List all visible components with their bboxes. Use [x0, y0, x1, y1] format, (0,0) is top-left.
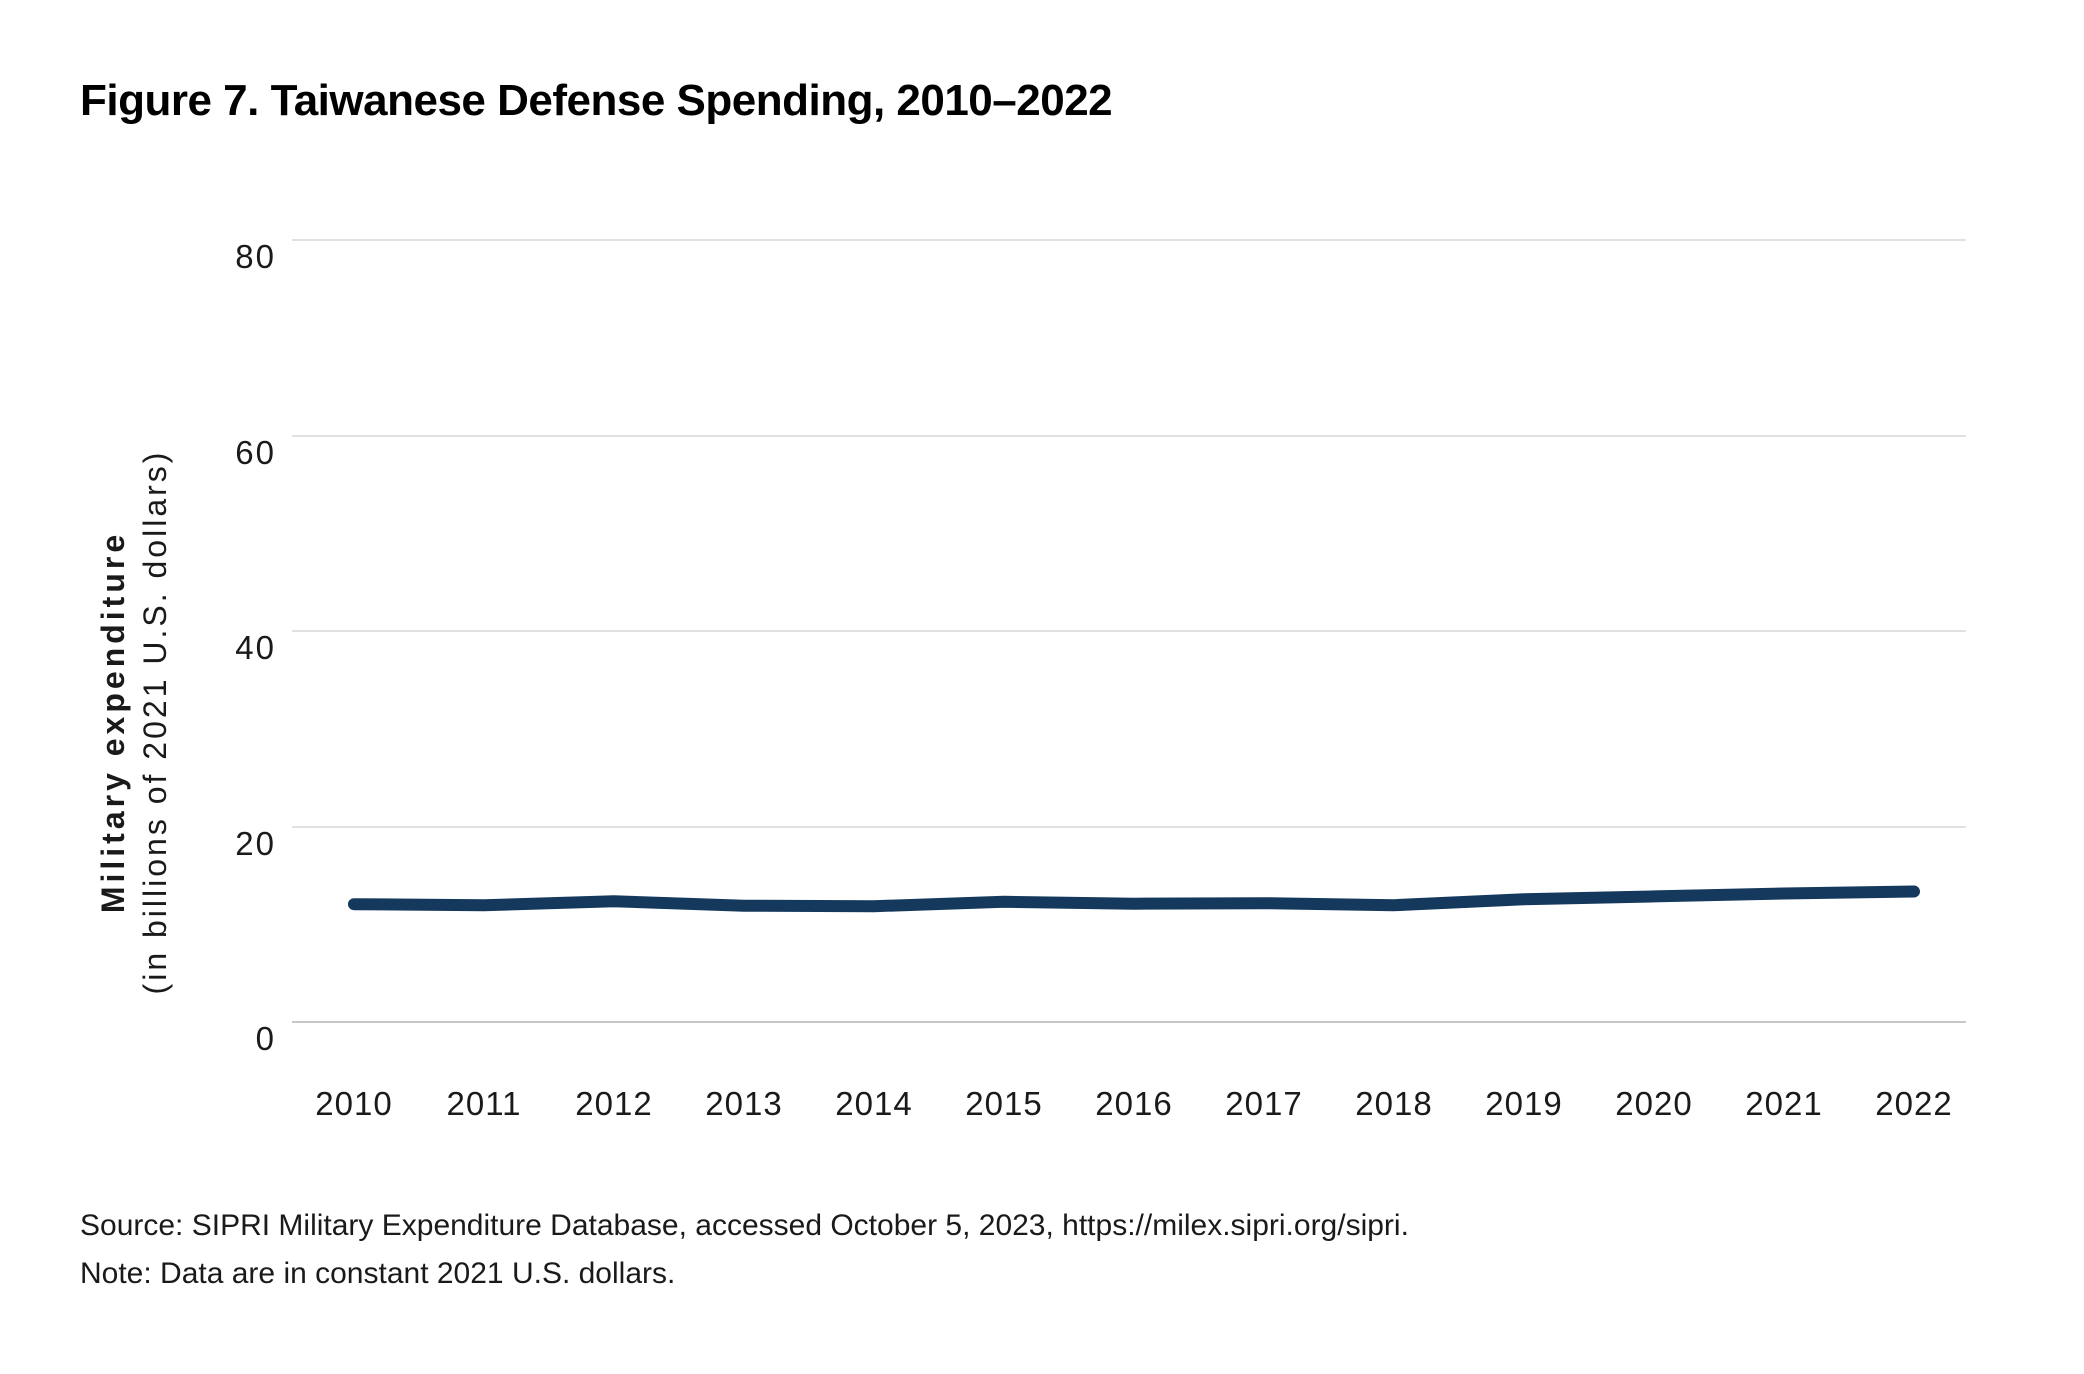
y-tick-label-20: 20 [235, 824, 276, 862]
x-tick-label-2012: 2012 [575, 1085, 653, 1122]
x-tick-label-2015: 2015 [965, 1085, 1043, 1122]
x-tick-label-2017: 2017 [1225, 1085, 1303, 1122]
figure-footer: Source: SIPRI Military Expenditure Datab… [80, 1202, 1409, 1298]
spending-line-svg [348, 885, 1920, 913]
y-axis-title-sub: (in billions of 2021 U.S. dollars) [137, 449, 173, 995]
y-tick-label-40: 40 [235, 629, 276, 666]
gridline-40 [292, 630, 1966, 632]
x-tick-label-2020: 2020 [1615, 1085, 1693, 1122]
y-axis-title-main: Military expenditure [95, 530, 131, 914]
x-axis-baseline [292, 1021, 1966, 1023]
figure-title: Figure 7. Taiwanese Defense Spending, 20… [80, 76, 1113, 125]
y-axis-title: Military expenditure (in billions of 202… [92, 450, 176, 995]
source-text: Source: SIPRI Military Expenditure Datab… [80, 1209, 1409, 1242]
x-tick-label-2022: 2022 [1875, 1085, 1953, 1122]
x-tick-label-2011: 2011 [446, 1085, 522, 1122]
x-tick-label-2021: 2021 [1745, 1085, 1823, 1122]
y-tick-label-0: 0 [255, 1020, 276, 1057]
plot-area [292, 239, 1966, 1023]
y-tick-label-80: 80 [235, 238, 276, 275]
spending-line [348, 885, 1920, 913]
y-tick-label-60: 60 [235, 433, 276, 471]
x-tick-label-2019: 2019 [1485, 1085, 1563, 1122]
x-tick-label-2018: 2018 [1355, 1085, 1433, 1122]
x-tick-label-2010: 2010 [315, 1085, 393, 1122]
x-tick-label-2013: 2013 [705, 1085, 783, 1122]
x-tick-label-2014: 2014 [835, 1085, 913, 1122]
gridline-60 [292, 434, 1966, 437]
gridline-80 [292, 239, 1966, 241]
note-text: Note: Data are in constant 2021 U.S. dol… [80, 1257, 676, 1290]
x-tick-label-2016: 2016 [1095, 1085, 1173, 1122]
gridline-20 [292, 825, 1966, 828]
